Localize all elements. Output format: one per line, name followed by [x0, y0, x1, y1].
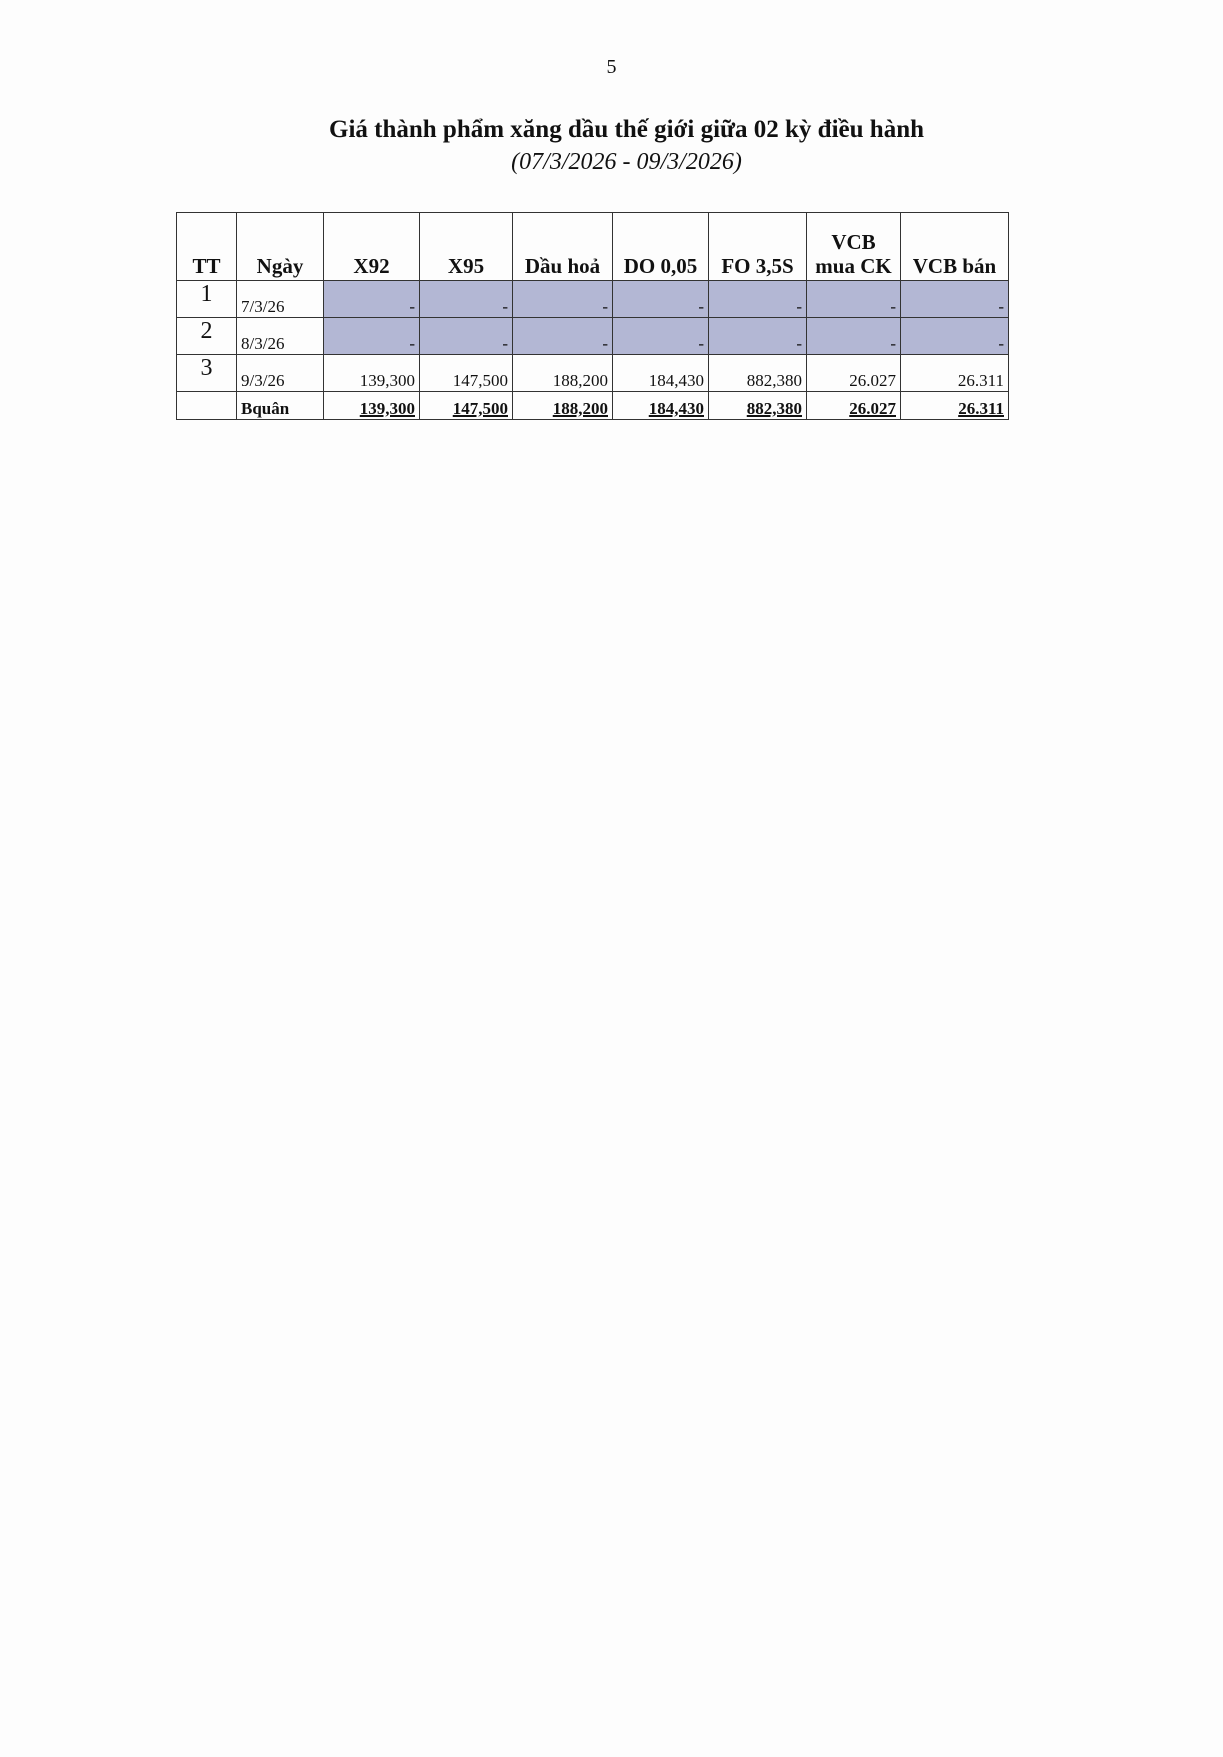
average-value: 882,380 — [746, 399, 802, 418]
header-kerosene: Dầu hoả — [512, 212, 613, 281]
average-value-cell: 139,300 — [323, 391, 420, 420]
cell-tt: 1 — [176, 280, 237, 318]
header-tt: TT — [176, 212, 237, 281]
document-subtitle: (07/3/2026 - 09/3/2026) — [511, 149, 742, 175]
average-value: 147,500 — [452, 399, 508, 418]
cell-value: - — [708, 280, 807, 318]
cell-value: - — [612, 280, 709, 318]
cell-value: - — [900, 280, 1009, 318]
header-vcb-buy: VCB mua CK — [806, 212, 901, 281]
cell-value: - — [512, 280, 613, 318]
cell-date: 9/3/26 — [236, 354, 324, 392]
average-value-cell: 26.311 — [900, 391, 1009, 420]
cell-value: - — [806, 317, 901, 355]
cell-value: - — [323, 280, 420, 318]
cell-value: - — [708, 317, 807, 355]
price-table: TT Ngày X92 X95 Dầu hoả DO 0,05 FO 3,5S … — [176, 212, 1009, 420]
average-row: Bquân 139,300 147,500 188,200 184,430 882,380… — [176, 391, 1009, 420]
header-vcb-sell: VCB bán — [900, 212, 1009, 281]
cell-value: - — [419, 317, 513, 355]
page-number: 5 — [606, 56, 617, 78]
cell-tt: 3 — [176, 354, 237, 392]
average-value: 26.311 — [958, 399, 1004, 418]
cell-value: 188,200 — [512, 354, 613, 392]
average-value-cell: 26.027 — [806, 391, 901, 420]
header-x95: X95 — [419, 212, 513, 281]
cell-value: - — [806, 280, 901, 318]
table-row: 3 9/3/26 139,300 147,500 188,200 184,430 882,… — [176, 354, 1009, 392]
average-value-cell: 147,500 — [419, 391, 513, 420]
cell-value: - — [612, 317, 709, 355]
header-x92: X92 — [323, 212, 420, 281]
cell-value: 26.027 — [806, 354, 901, 392]
document-title: Giá thành phẩm xăng dầu thế giới giữa 02… — [329, 116, 924, 143]
table-row: 2 8/3/26- - - - - - - — [176, 317, 1009, 355]
cell-value: - — [512, 317, 613, 355]
table-header-row: TT Ngày X92 X95 Dầu hoả DO 0,05 FO 3,5S … — [176, 212, 1009, 281]
average-value: 139,300 — [359, 399, 415, 418]
average-label: Bquân — [236, 391, 324, 420]
average-value: 184,430 — [648, 399, 704, 418]
cell-date: 8/3/26 — [236, 317, 324, 355]
average-value: 188,200 — [552, 399, 608, 418]
cell-value: 184,430 — [612, 354, 709, 392]
header-do: DO 0,05 — [612, 212, 709, 281]
cell-value: - — [900, 317, 1009, 355]
average-value-cell: 184,430 — [612, 391, 709, 420]
header-date: Ngày — [236, 212, 324, 281]
cell-value: - — [419, 280, 513, 318]
average-value-cell: 188,200 — [512, 391, 613, 420]
average-value: 26.027 — [849, 399, 896, 418]
cell-value: 147,500 — [419, 354, 513, 392]
cell-date: 7/3/26 — [236, 280, 324, 318]
average-value-cell: 882,380 — [708, 391, 807, 420]
cell-value: 139,300 — [323, 354, 420, 392]
cell-value: - — [323, 317, 420, 355]
cell-empty — [176, 391, 237, 420]
cell-value: 882,380 — [708, 354, 807, 392]
table-row: 1 7/3/26- - - - - - - — [176, 280, 1009, 318]
cell-tt: 2 — [176, 317, 237, 355]
cell-value: 26.311 — [900, 354, 1009, 392]
header-fo: FO 3,5S — [708, 212, 807, 281]
